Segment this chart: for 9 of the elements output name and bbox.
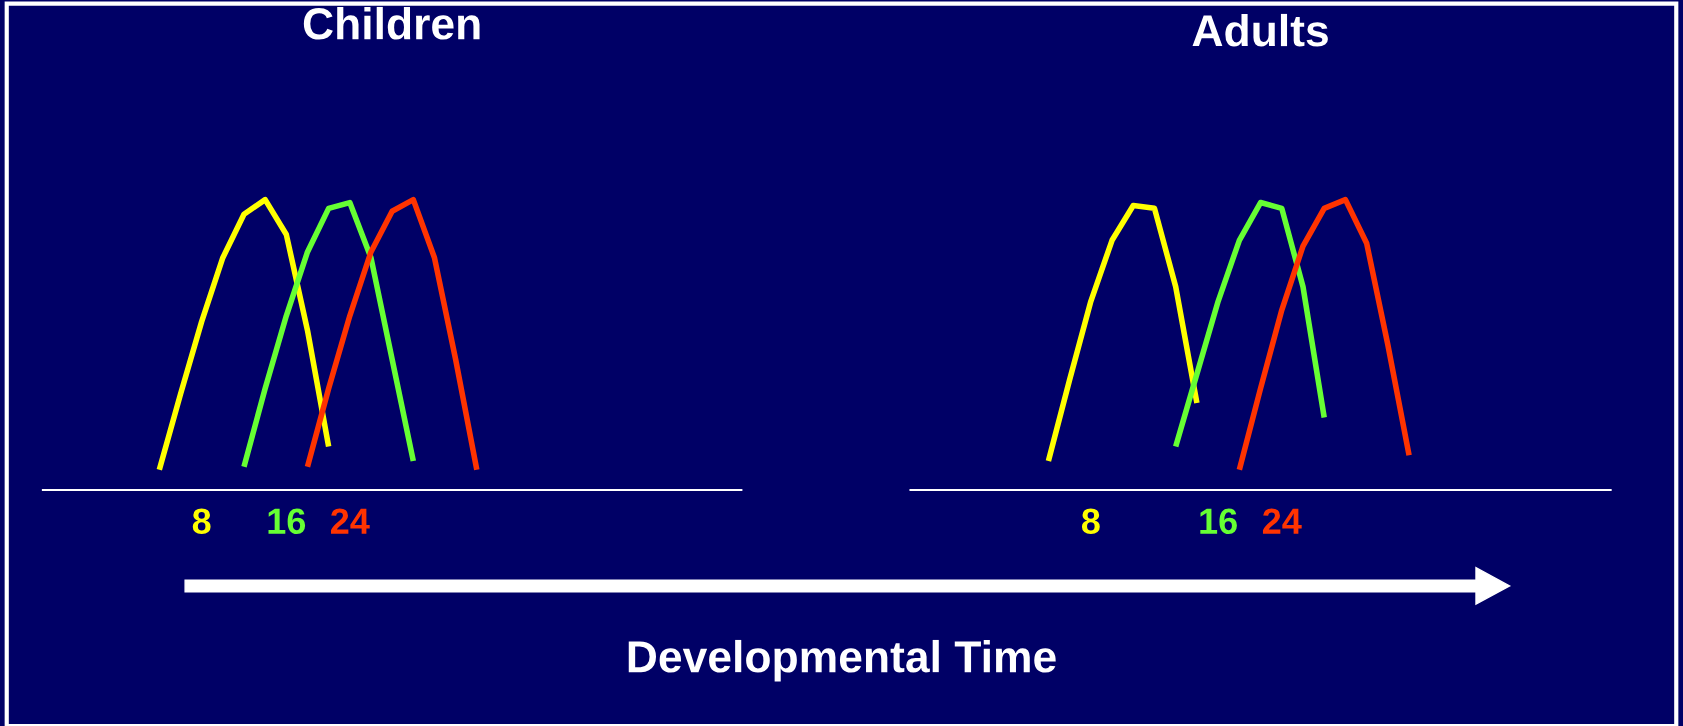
- series-label: 8: [1081, 508, 1100, 534]
- series-label: 24: [330, 508, 370, 534]
- series-label: 16: [1200, 508, 1237, 534]
- series-label: 16: [268, 508, 306, 534]
- series-label: 24: [1262, 508, 1302, 534]
- series-label: 8: [192, 508, 211, 534]
- text: Developmental Time: [628, 639, 1056, 682]
- chart-title: Adults: [1192, 13, 1328, 47]
- chart-title: Children: [303, 6, 480, 40]
